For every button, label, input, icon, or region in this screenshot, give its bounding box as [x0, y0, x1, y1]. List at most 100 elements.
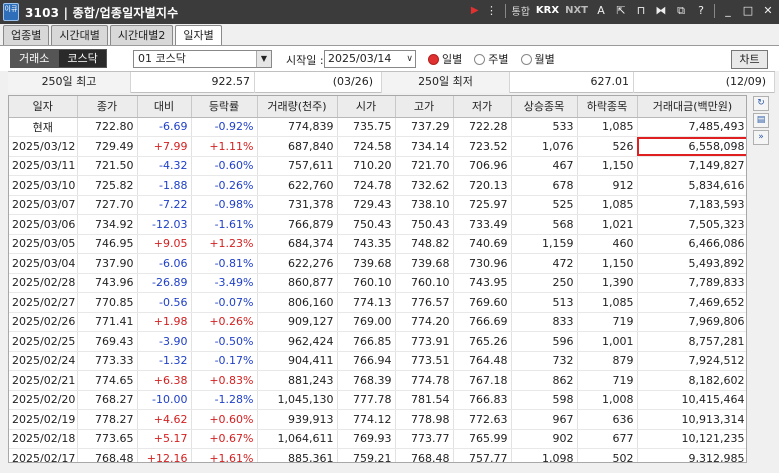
high-250-value: 922.57 — [131, 72, 255, 93]
radio-daily[interactable]: 일별 — [428, 51, 462, 67]
table-row[interactable]: 2025/02/24 773.33 -1.32 -0.17% 904,411 766.94… — [9, 351, 746, 371]
chevron-down-icon[interactable]: ∨ — [406, 54, 413, 64]
table-row[interactable]: 2025/02/18 773.65 +5.17 +0.67% 1,064,611 769.… — [9, 429, 746, 449]
daily-index-grid[interactable]: 일자 종가 대비 등락률 거래량(천주) 시가 고가 저가 상승종목 하락종목 거래대금(백만원) … — [8, 95, 747, 463]
refresh-icon[interactable]: ↻ — [753, 96, 769, 111]
header-col-open[interactable]: 시가 — [337, 96, 396, 118]
cell-col-low: 766.83 — [453, 390, 512, 410]
cell-col-change: -0.56 — [137, 292, 192, 313]
combined-market-button[interactable]: 통합 — [511, 7, 530, 18]
share-icon[interactable]: ⇱ — [616, 3, 626, 17]
cell-col-amount: 7,969,806 — [637, 312, 746, 332]
cell-col-decliners: 526 — [577, 136, 638, 157]
table-row[interactable]: 2025/02/21 774.65 +6.38 +0.83% 881,243 768.39… — [9, 370, 746, 391]
table-row[interactable]: 2025/03/04 737.90 -6.06 -0.81% 622,276 739.68… — [9, 253, 746, 274]
cell-col-rate: -1.61% — [191, 214, 258, 235]
cell-col-decliners: 1,390 — [577, 273, 638, 293]
header-col-rate[interactable]: 등락률 — [191, 96, 258, 118]
play-icon[interactable]: ▶ — [470, 5, 479, 16]
cell-col-change: -7.22 — [137, 195, 192, 215]
table-row[interactable]: 2025/02/26 771.41 +1.98 +0.26% 909,127 769.00… — [9, 312, 746, 332]
cell-col-amount: 9,312,985 — [637, 448, 746, 462]
kosdaq-button[interactable]: 코스닥 — [58, 49, 107, 68]
cell-col-rate: -0.81% — [191, 253, 258, 274]
header-col-high[interactable]: 고가 — [395, 96, 454, 118]
tab-by-time-2[interactable]: 시간대별2 — [109, 25, 174, 45]
cell-col-date: 2025/03/04 — [9, 253, 78, 274]
toolbar-divider — [714, 3, 715, 18]
table-row[interactable]: 2025/02/20 768.27 -10.00 -1.28% 1,045,130 777… — [9, 390, 746, 410]
link-window-icon[interactable]: ⧓ — [655, 3, 667, 17]
table-row[interactable]: 2025/03/12 729.49 +7.99 +1.11% 687,840 724.58… — [9, 136, 746, 157]
chart-button[interactable]: 차트 — [731, 50, 768, 69]
exchange-button[interactable]: 거래소 — [10, 49, 59, 68]
minimize-icon[interactable]: _ — [725, 3, 731, 17]
table-row[interactable]: 현재 722.80 -6.69 -0.92% 774,839 735.75 737.29 72… — [9, 117, 746, 137]
radio-unselected-icon[interactable] — [520, 53, 532, 65]
cell-col-amount: 8,182,602 — [637, 370, 746, 391]
table-row[interactable]: 2025/03/05 746.95 +9.05 +1.23% 684,374 743.35… — [9, 234, 746, 254]
period-radio-group: 일별 주별 월별 — [428, 51, 555, 67]
cell-col-change: +4.62 — [137, 409, 192, 430]
cell-col-rate: +0.83% — [191, 370, 258, 391]
table-row[interactable]: 2025/02/17 768.48 +12.16 +1.61% 885,361 759.2… — [9, 448, 746, 462]
cell-col-date: 2025/03/11 — [9, 156, 78, 176]
tab-by-time[interactable]: 시간대별 — [51, 25, 108, 45]
table-row[interactable]: 2025/02/19 778.27 +4.62 +0.60% 939,913 774.12… — [9, 409, 746, 430]
cell-col-advancers: 833 — [511, 312, 578, 332]
pin-icon[interactable]: ⊓ — [636, 3, 646, 17]
table-row[interactable]: 2025/03/11 721.50 -4.32 -0.60% 757,611 710.20… — [9, 156, 746, 176]
restore-icon[interactable]: ⧉ — [677, 3, 685, 17]
header-col-low[interactable]: 저가 — [453, 96, 512, 118]
link-icon[interactable]: ⋮ — [486, 3, 498, 17]
cell-col-open: 729.43 — [337, 195, 396, 215]
table-header-row: 일자 종가 대비 등락률 거래량(천주) 시가 고가 저가 상승종목 하락종목 거래대금(백만원) — [9, 96, 746, 118]
cell-col-volume: 766,879 — [257, 214, 338, 235]
header-col-advancers[interactable]: 상승종목 — [511, 96, 578, 118]
help-icon[interactable]: ? — [698, 3, 704, 17]
cell-col-change: -4.32 — [137, 156, 192, 176]
table-row[interactable]: 2025/02/27 770.85 -0.56 -0.07% 806,160 774.13… — [9, 292, 746, 313]
summary-row: 250일 최고 922.57 (03/26) 250일 최저 627.01 (1… — [8, 71, 775, 93]
tab-by-date[interactable]: 일자별 — [175, 25, 222, 46]
header-col-amount[interactable]: 거래대금(백만원) — [637, 96, 746, 118]
daily-index-table: 일자 종가 대비 등락률 거래량(천주) 시가 고가 저가 상승종목 하락종목 거래대금(백만원) … — [9, 96, 746, 462]
start-date-input[interactable]: 2025/03/14 ∨ — [324, 50, 416, 68]
cell-col-decliners: 460 — [577, 234, 638, 254]
table-row[interactable]: 2025/03/10 725.82 -1.88 -0.26% 622,760 724.78… — [9, 175, 746, 196]
header-col-change[interactable]: 대비 — [137, 96, 192, 118]
excel-export-icon[interactable]: ▤ — [753, 113, 769, 128]
radio-weekly[interactable]: 주별 — [474, 51, 509, 67]
cell-col-rate: -0.17% — [191, 351, 258, 371]
krx-button[interactable]: KRX — [535, 5, 560, 16]
radio-selected-icon[interactable] — [428, 53, 439, 65]
header-col-decliners[interactable]: 하락종목 — [577, 96, 638, 118]
table-row[interactable]: 2025/02/28 743.96 -26.89 -3.49% 860,877 760.1… — [9, 273, 746, 293]
cell-col-close: 770.85 — [77, 292, 138, 313]
title-toolbar: ▶ ⋮ 통합 KRX NXT A ⇱ ⊓ ⧓ ⧉ ? _ □ ✕ — [471, 3, 775, 18]
font-size-icon[interactable]: A — [597, 3, 605, 17]
start-date-label: 시작일 : — [286, 54, 324, 67]
header-col-date[interactable]: 일자 — [9, 96, 78, 118]
market-select[interactable]: 01 코스닥 ▼ — [133, 50, 272, 68]
nxt-button[interactable]: NXT — [565, 5, 588, 16]
scroll-down-icon[interactable]: » — [753, 130, 769, 145]
radio-daily-label: 일별 — [442, 53, 463, 66]
maximize-icon[interactable]: □ — [742, 3, 754, 17]
table-row[interactable]: 2025/02/25 769.43 -3.90 -0.50% 962,424 766.85… — [9, 331, 746, 352]
close-icon[interactable]: ✕ — [763, 3, 773, 17]
header-col-close[interactable]: 종가 — [77, 96, 138, 118]
cell-col-rate: +1.61% — [191, 448, 258, 462]
table-row[interactable]: 2025/03/07 727.70 -7.22 -0.98% 731,378 729.43… — [9, 195, 746, 215]
cell-col-high: 732.62 — [395, 175, 454, 196]
chevron-down-icon[interactable]: ▼ — [256, 51, 271, 67]
table-row[interactable]: 2025/03/06 734.92 -12.03 -1.61% 766,879 750.4… — [9, 214, 746, 235]
cell-col-volume: 687,840 — [257, 136, 338, 157]
cell-col-date: 2025/02/28 — [9, 273, 78, 293]
tab-by-sector[interactable]: 업종별 — [3, 25, 50, 45]
cell-col-open: 750.43 — [337, 214, 396, 235]
radio-unselected-icon[interactable] — [474, 53, 486, 65]
header-col-volume[interactable]: 거래량(천주) — [257, 96, 338, 118]
radio-monthly[interactable]: 월별 — [520, 51, 555, 67]
cell-col-amount: 5,493,892 — [637, 253, 746, 274]
